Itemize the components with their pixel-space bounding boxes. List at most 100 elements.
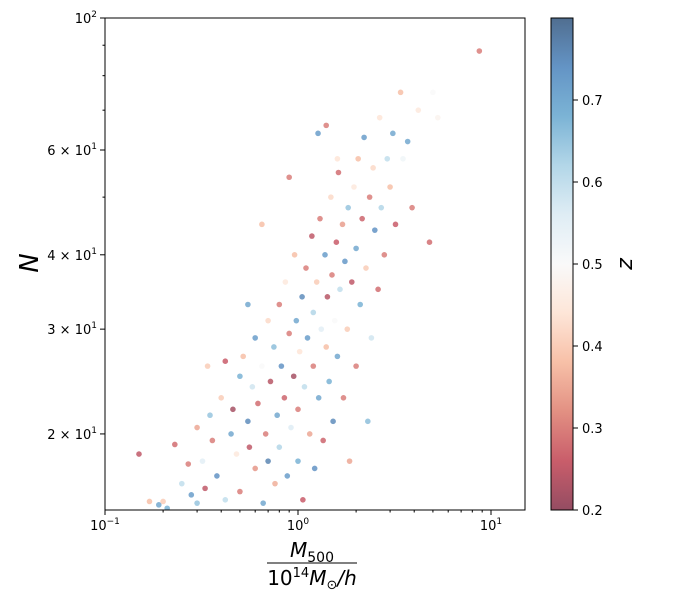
data-point: [329, 272, 335, 278]
data-point: [209, 437, 216, 444]
data-points: [136, 48, 483, 510]
y-tick-exp: 1: [91, 426, 97, 436]
data-point: [397, 89, 404, 96]
data-point: [426, 239, 433, 245]
data-point: [260, 500, 266, 506]
data-point: [300, 496, 306, 503]
y-tick-exp: 1: [91, 321, 97, 331]
data-point: [136, 451, 142, 457]
x-label-denominator-rest: M: [309, 566, 326, 590]
data-point: [349, 279, 355, 285]
data-point: [404, 138, 411, 145]
data-point: [185, 461, 192, 467]
data-point: [355, 155, 361, 162]
x-tick-exp: −1: [107, 517, 120, 527]
data-point: [156, 502, 162, 508]
data-point: [172, 441, 178, 448]
data-point: [361, 134, 367, 141]
y-tick-label: 3 × 101: [47, 321, 97, 338]
data-point: [295, 406, 301, 413]
data-point: [286, 174, 292, 181]
data-point: [228, 431, 234, 437]
y-tick-exp: 1: [91, 142, 97, 152]
data-point: [337, 286, 343, 293]
data-point: [222, 496, 229, 503]
data-point: [301, 384, 308, 390]
y-tick-label: 4 × 101: [47, 247, 97, 264]
x-tick-label: 10−1: [90, 517, 120, 534]
data-point: [272, 480, 278, 487]
data-point: [330, 418, 336, 425]
data-point: [288, 424, 294, 431]
data-point: [318, 326, 325, 332]
data-point: [365, 418, 371, 425]
data-point: [476, 48, 483, 54]
data-point: [222, 358, 229, 365]
data-point: [340, 395, 347, 401]
x-tick-label: 101: [480, 517, 502, 534]
data-point: [359, 215, 365, 222]
x-label-denominator-sub: ⊙: [326, 578, 337, 593]
x-label-numerator-sub: 500: [307, 550, 334, 566]
data-point: [245, 418, 251, 425]
data-point: [291, 251, 298, 258]
colorbar: 0.2 0.3 0.4 0.5 0.6 0.7 z: [550, 17, 638, 519]
data-point: [303, 265, 309, 271]
data-point: [267, 378, 274, 385]
data-point: [357, 301, 363, 308]
data-point: [296, 348, 303, 355]
data-point: [400, 155, 406, 162]
data-point: [390, 130, 396, 137]
data-point: [333, 239, 340, 245]
x-tick-base: 10: [90, 519, 107, 534]
data-point: [252, 335, 258, 341]
data-point: [434, 114, 441, 121]
x-label-denominator: 10: [267, 566, 292, 590]
y-tick-base: 2 × 10: [47, 428, 91, 443]
data-point: [202, 485, 208, 492]
data-point: [278, 363, 285, 369]
data-point: [323, 122, 330, 129]
data-point: [376, 114, 383, 121]
data-point: [255, 400, 261, 407]
data-point: [363, 265, 369, 271]
colorbar-tick-label: 0.3: [582, 422, 603, 437]
data-point: [188, 492, 195, 498]
data-point: [304, 335, 311, 341]
data-point: [233, 451, 240, 457]
data-point: [265, 458, 271, 464]
data-point: [286, 330, 292, 337]
x-label-denominator-sup: 14: [293, 566, 310, 581]
x-axis-ticks: 10−1 100 101: [90, 510, 502, 534]
data-point: [199, 458, 206, 464]
data-point: [334, 155, 341, 162]
data-point: [246, 444, 253, 450]
data-point: [310, 363, 317, 369]
data-point: [271, 344, 277, 350]
data-point: [378, 204, 385, 211]
data-point: [387, 184, 393, 190]
data-point: [252, 465, 258, 472]
data-point: [315, 130, 321, 137]
data-point: [194, 500, 200, 506]
y-tick-label: 6 × 101: [47, 142, 97, 159]
data-point: [214, 473, 220, 479]
plot-frame: [104, 17, 526, 511]
data-point: [160, 498, 166, 505]
x-tick-base: 10: [287, 519, 304, 534]
x-tick-exp: 1: [496, 517, 502, 527]
x-label-numerator: M: [290, 538, 307, 562]
data-point: [328, 194, 334, 200]
data-point: [237, 488, 243, 495]
data-point: [353, 363, 359, 369]
data-point: [311, 465, 318, 472]
x-tick-base: 10: [480, 519, 497, 534]
data-point: [351, 184, 357, 190]
colorbar-gradient: [550, 17, 574, 511]
data-point: [146, 498, 153, 505]
data-point: [353, 245, 359, 252]
data-point: [372, 227, 378, 233]
data-point: [164, 505, 170, 510]
data-point: [409, 204, 415, 211]
